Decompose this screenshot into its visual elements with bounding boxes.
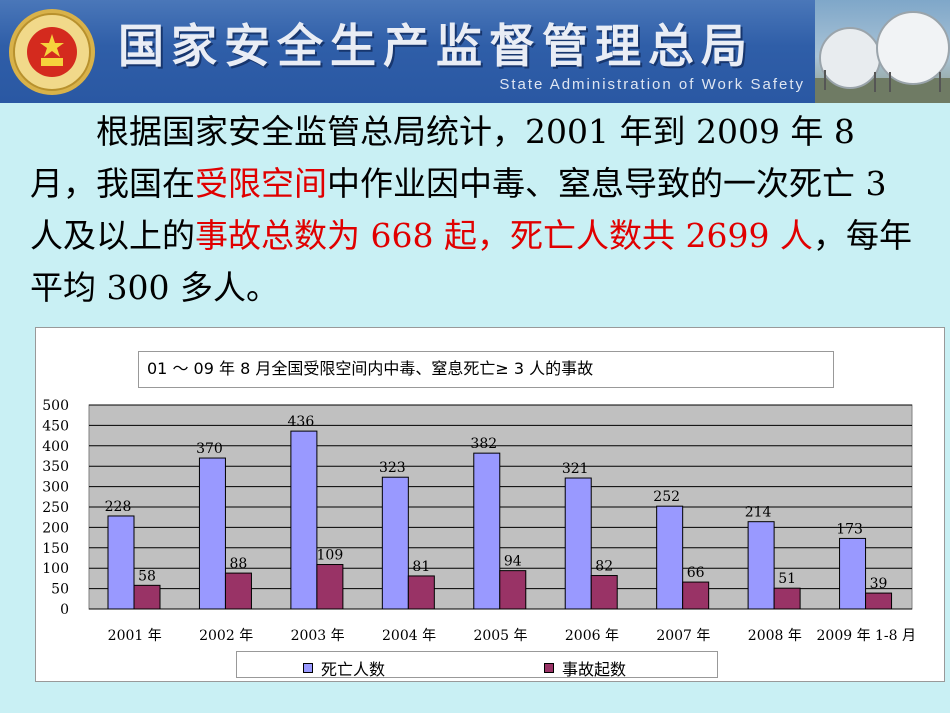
bar-deaths xyxy=(290,430,318,610)
y-tick-label: 250 xyxy=(42,500,69,516)
y-tick-label: 0 xyxy=(60,602,69,618)
statistics-paragraph: 根据国家安全监管总局统计，2001 年到 2009 年 8 月，我国在受限空间中… xyxy=(30,106,920,314)
x-tick-label: 2003 年 xyxy=(291,628,345,644)
legend-swatch-deaths xyxy=(303,663,313,673)
bar-deaths xyxy=(198,457,226,610)
chart-legend: 死亡人数 事故起数 xyxy=(236,651,718,680)
x-tick-label: 2002 年 xyxy=(199,628,253,644)
legend-label-accidents: 事故起数 xyxy=(562,660,627,679)
legend-swatch-accidents xyxy=(544,663,554,673)
national-emblem-icon xyxy=(9,9,95,95)
data-label-deaths: 252 xyxy=(653,489,680,505)
bar-deaths xyxy=(473,452,501,610)
bar-accidents xyxy=(407,575,435,610)
y-tick-label: 150 xyxy=(42,541,69,557)
data-label-accidents: 39 xyxy=(870,576,888,592)
bar-deaths xyxy=(564,477,592,610)
bar-accidents xyxy=(133,584,161,610)
data-label-deaths: 436 xyxy=(288,414,315,430)
data-label-deaths: 228 xyxy=(105,499,132,515)
x-tick-label: 2008 年 xyxy=(748,628,802,644)
y-tick-label: 500 xyxy=(42,398,69,414)
data-label-accidents: 58 xyxy=(138,568,156,584)
paragraph-highlight-2: 事故总数为 668 起，死亡人数共 2699 人 xyxy=(195,216,813,255)
y-tick-label: 450 xyxy=(42,418,69,434)
x-tick-label: 2001 年 xyxy=(108,628,162,644)
chart-title: 01 ～ 09 年 8 月全国受限空间内中毒、窒息死亡≥ 3 人的事故 xyxy=(138,351,834,388)
header-banner: 国家安全生产监督管理总局 State Administration of Wor… xyxy=(0,0,815,103)
y-tick-label: 400 xyxy=(42,439,69,455)
data-label-deaths: 321 xyxy=(562,461,589,477)
x-tick-label: 2009 年 1-8 月 xyxy=(817,628,917,644)
x-tick-label: 2004 年 xyxy=(382,628,436,644)
paragraph-text-3: ，每年平均 300 多人。 xyxy=(30,216,912,307)
legend-label-deaths: 死亡人数 xyxy=(321,660,386,679)
paragraph-text-2: 中作业因中毒、窒息导致的一次死亡 3 人及以上的 xyxy=(30,164,887,255)
bar-deaths xyxy=(381,476,409,610)
data-label-deaths: 214 xyxy=(745,505,772,521)
bar-accidents xyxy=(682,581,710,610)
data-label-accidents: 82 xyxy=(595,559,613,575)
x-tick-label: 2005 年 xyxy=(473,628,527,644)
bar-accidents xyxy=(316,564,344,610)
bar-accidents xyxy=(865,592,893,610)
bar-deaths xyxy=(747,521,775,610)
x-tick-label: 2006 年 xyxy=(565,628,619,644)
data-label-accidents: 109 xyxy=(317,548,344,564)
y-tick-label: 100 xyxy=(42,561,69,577)
y-tick-label: 50 xyxy=(51,582,69,598)
data-label-deaths: 173 xyxy=(836,521,863,537)
header-title-cn: 国家安全生产监督管理总局 xyxy=(118,19,754,73)
legend-item-deaths: 死亡人数 xyxy=(303,656,385,680)
storage-tanks-photo xyxy=(815,0,950,103)
y-tick-label: 300 xyxy=(42,480,69,496)
paragraph-highlight-1: 受限空间 xyxy=(195,164,327,203)
bar-deaths xyxy=(839,537,867,610)
bar-deaths xyxy=(107,515,135,610)
bar-accidents xyxy=(590,575,618,610)
x-tick-label: 2007 年 xyxy=(656,628,710,644)
y-tick-label: 200 xyxy=(42,520,69,536)
data-label-deaths: 382 xyxy=(470,436,497,452)
data-label-deaths: 323 xyxy=(379,460,406,476)
legend-item-accidents: 事故起数 xyxy=(544,656,626,680)
data-label-accidents: 51 xyxy=(778,571,796,587)
bar-accidents xyxy=(773,587,801,610)
paragraph-text-1: 根据国家安全监管总局统计，2001 年到 2009 年 8 月，我国在 xyxy=(30,112,855,203)
data-label-accidents: 81 xyxy=(412,559,430,575)
header-title-en: State Administration of Work Safety xyxy=(499,76,805,93)
data-label-accidents: 66 xyxy=(687,565,705,581)
data-label-accidents: 94 xyxy=(504,554,522,570)
data-label-deaths: 370 xyxy=(196,441,223,457)
bar-accidents xyxy=(499,570,527,610)
bar-accidents xyxy=(224,572,252,610)
data-label-accidents: 88 xyxy=(230,556,248,572)
y-tick-label: 350 xyxy=(42,459,69,475)
bar-deaths xyxy=(656,505,684,610)
